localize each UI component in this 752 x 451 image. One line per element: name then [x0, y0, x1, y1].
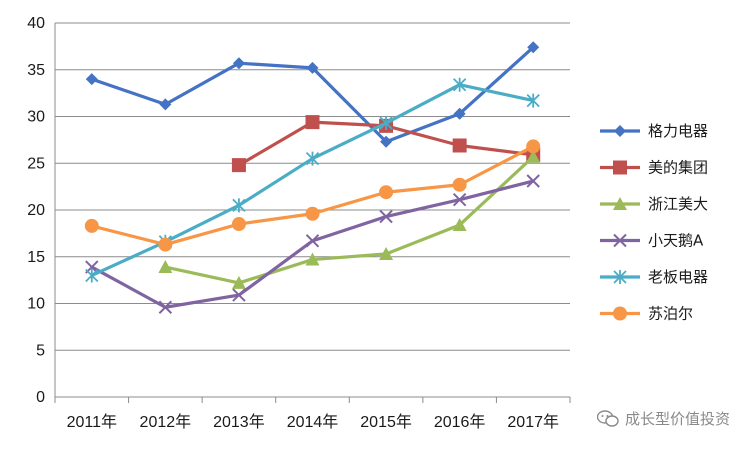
y-tick-label: 25	[27, 155, 45, 172]
data-point	[306, 61, 319, 74]
legend-label: 老板电器	[648, 268, 708, 286]
data-point	[526, 93, 540, 108]
data-point	[614, 125, 626, 137]
data-point	[231, 158, 246, 173]
x-tick-label: 2017年	[507, 413, 559, 431]
data-point	[613, 233, 627, 248]
legend-item: 老板电器	[600, 268, 708, 286]
watermark-text: 成长型价值投资	[624, 410, 730, 428]
x-tick-label: 2013年	[213, 413, 265, 431]
legend-label: 格力电器	[648, 122, 708, 140]
data-point	[527, 41, 540, 54]
data-point	[231, 217, 246, 232]
legend-item: 小天鹅A	[600, 232, 704, 250]
data-point	[452, 138, 467, 153]
legend-item: 苏泊尔	[600, 305, 693, 323]
data-point	[379, 116, 393, 131]
data-point	[305, 234, 320, 248]
x-tick-label: 2014年	[287, 413, 339, 431]
watermark: 成长型价值投资	[596, 408, 730, 429]
data-point	[452, 177, 467, 192]
series-x	[85, 174, 540, 314]
y-tick-label: 10	[27, 296, 45, 313]
series-circle	[84, 139, 541, 252]
series-triangle	[158, 149, 541, 289]
legend-label: 苏泊尔	[648, 305, 693, 323]
x-tick-label: 2015年	[360, 413, 412, 431]
data-point	[305, 151, 320, 166]
data-point	[232, 198, 246, 213]
data-point	[452, 193, 467, 207]
data-point	[158, 300, 173, 314]
data-point	[232, 57, 245, 70]
data-point	[526, 149, 541, 163]
data-point	[305, 252, 320, 266]
y-tick-label: 15	[27, 249, 45, 266]
legend-item: 美的集团	[600, 159, 708, 177]
data-point	[84, 218, 99, 233]
y-axis-tick-labels: 0 5 10 15 20 25 30 35 40	[27, 15, 45, 406]
data-point	[305, 206, 320, 221]
series-diamond	[85, 41, 540, 148]
series-lines	[84, 41, 541, 314]
data-point	[613, 270, 627, 284]
legend-label: 小天鹅A	[648, 232, 704, 250]
data-point	[526, 139, 541, 154]
x-tick-label: 2011年	[67, 413, 117, 431]
x-axis-tick-labels: 2011年 2012年 2013年 2014年 2015年 2016年 2017年	[67, 413, 559, 431]
data-point	[305, 115, 320, 130]
y-tick-label: 35	[27, 62, 45, 79]
data-point	[452, 217, 467, 231]
data-point	[526, 174, 540, 188]
data-point	[85, 73, 98, 86]
series-line	[165, 155, 535, 285]
data-point	[380, 135, 393, 148]
legend-item: 浙江美大	[600, 195, 708, 213]
data-point	[379, 209, 393, 224]
data-point	[613, 197, 627, 210]
data-point	[453, 107, 466, 120]
y-tick-label: 5	[36, 342, 45, 359]
data-point	[232, 288, 246, 302]
data-point	[231, 275, 246, 289]
data-point	[613, 306, 627, 321]
data-point	[453, 77, 467, 92]
y-tick-label: 20	[27, 202, 45, 219]
data-point	[159, 98, 172, 111]
legend-label: 浙江美大	[648, 195, 708, 213]
data-point	[158, 260, 173, 274]
wechat-icon	[596, 409, 619, 427]
y-tick-label: 40	[27, 15, 45, 32]
y-tick-label: 0	[36, 389, 45, 406]
data-point	[379, 185, 394, 200]
x-tick-label: 2012年	[140, 413, 192, 431]
legend-label: 美的集团	[648, 159, 708, 177]
data-point	[613, 160, 627, 175]
data-point	[158, 237, 173, 252]
data-point	[85, 268, 99, 283]
legend-item: 格力电器	[600, 122, 708, 140]
data-point	[379, 246, 394, 260]
x-tick-label: 2016年	[434, 413, 486, 431]
y-tick-label: 30	[27, 109, 45, 126]
